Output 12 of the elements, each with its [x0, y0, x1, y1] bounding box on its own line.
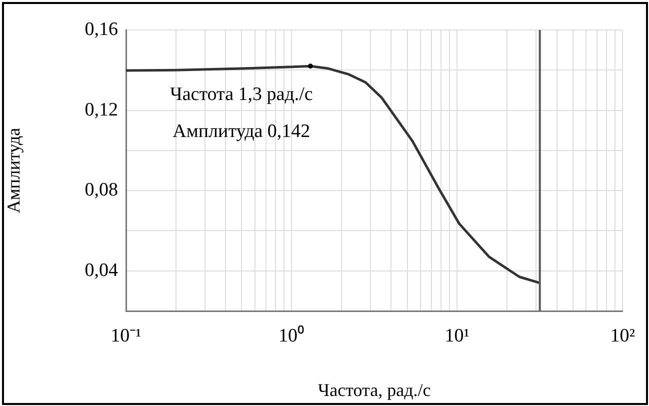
x-tick-label: 10²	[610, 325, 636, 346]
y-tick-label: 0,16	[84, 18, 118, 40]
x-axis-title: Частота, рад./с	[318, 380, 431, 400]
annotation: Амплитуда 0,142	[172, 121, 310, 142]
y-axis-title: Амплитуда	[4, 128, 24, 214]
y-tick-label: 0,12	[84, 99, 118, 120]
x-tick-label: 10⁻¹	[110, 325, 142, 346]
annotation: Частота 1,3 рад./с	[170, 84, 313, 106]
y-tick-label: 0,04	[84, 260, 118, 281]
x-tick-label: 10⁰	[278, 324, 305, 346]
y-tick-label: 0,08	[84, 180, 118, 201]
x-tick-label: 10¹	[444, 325, 470, 346]
